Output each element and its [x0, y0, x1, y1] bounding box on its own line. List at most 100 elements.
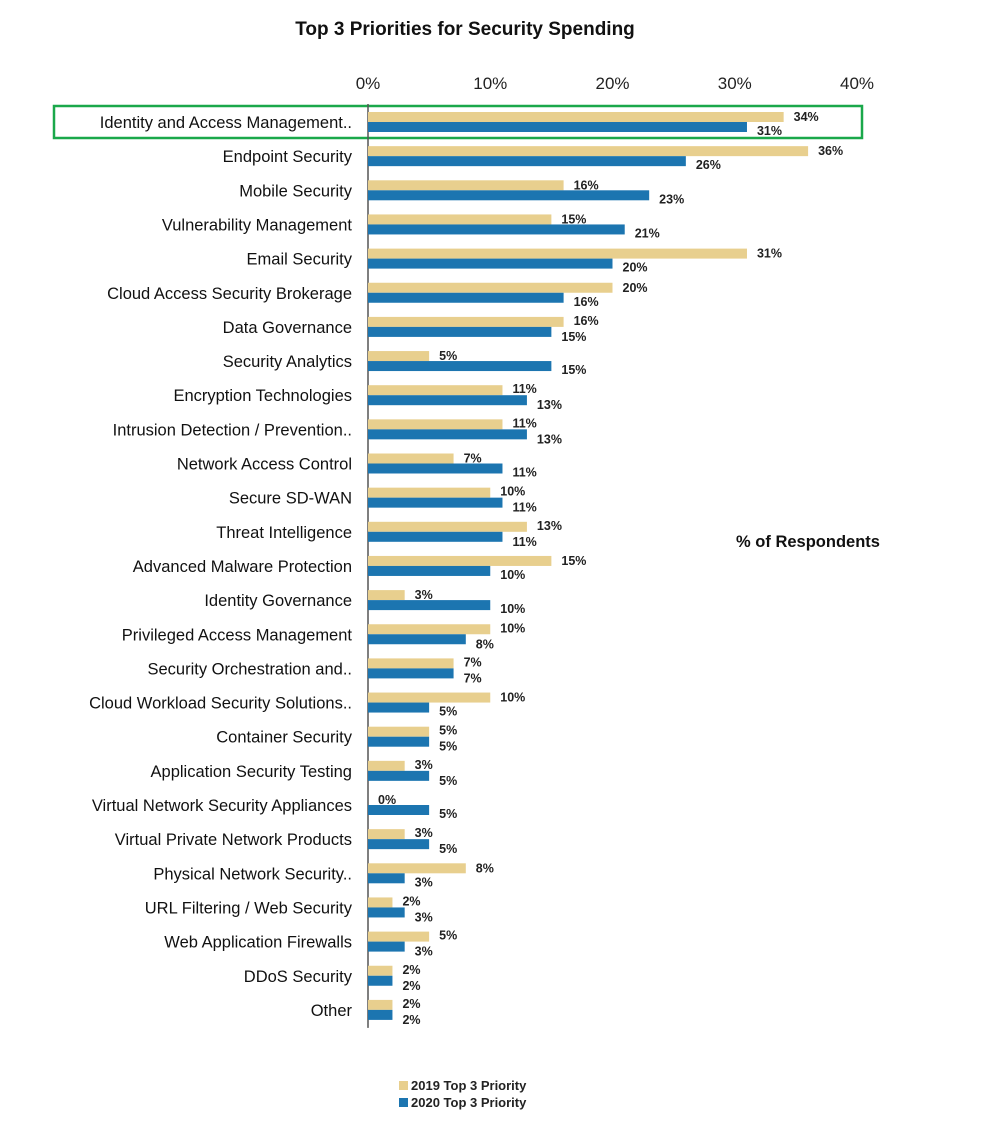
- bar-2019: [368, 385, 503, 396]
- bar-2020: [368, 702, 430, 713]
- bar-2020: [368, 907, 405, 918]
- data-label-2020: 8%: [476, 637, 494, 651]
- bar-2019: [368, 146, 809, 157]
- data-label-2019: 5%: [439, 724, 457, 738]
- category-label: Virtual Network Security Appliances: [92, 797, 352, 815]
- category-label: Email Security: [247, 251, 353, 269]
- bar-2019: [368, 351, 430, 362]
- bar-2020: [368, 770, 430, 781]
- bar-2020: [368, 497, 503, 508]
- bar-2019: [368, 931, 430, 942]
- category-label: Cloud Access Security Brokerage: [107, 285, 352, 303]
- data-label-2020: 10%: [500, 602, 525, 616]
- category-label: Encryption Technologies: [173, 387, 352, 405]
- legend-label: 2019 Top 3 Priority: [411, 1078, 527, 1093]
- bar-2020: [368, 326, 552, 337]
- category-label: Privileged Access Management: [122, 626, 353, 644]
- bar-2020: [368, 190, 650, 201]
- bar-2019: [368, 419, 503, 430]
- data-label-2019: 7%: [464, 452, 482, 466]
- bar-2020: [368, 258, 613, 269]
- data-label-2019: 15%: [561, 212, 586, 226]
- bar-2020: [368, 941, 405, 952]
- data-label-2020: 23%: [659, 192, 684, 206]
- data-label-2020: 5%: [439, 705, 457, 719]
- bar-2020: [368, 975, 393, 986]
- data-label-2019: 10%: [500, 691, 525, 705]
- data-label-2019: 10%: [500, 621, 525, 635]
- data-label-2020: 26%: [696, 158, 721, 172]
- category-label: Other: [311, 1002, 353, 1020]
- bar-2019: [368, 453, 454, 464]
- category-label: URL Filtering / Web Security: [145, 899, 353, 917]
- axis-annotation: % of Respondents: [736, 533, 880, 551]
- data-label-2020: 15%: [561, 330, 586, 344]
- category-label: Security Orchestration and..: [147, 660, 352, 678]
- x-tick-label: 10%: [473, 74, 507, 93]
- bar-2020: [368, 224, 625, 235]
- highlight-box: [52, 104, 864, 140]
- bar-2020: [368, 1009, 393, 1020]
- bar-2019: [368, 829, 405, 840]
- data-label-2019: 3%: [415, 588, 433, 602]
- data-label-2019: 11%: [512, 382, 536, 396]
- bar-2020: [368, 600, 491, 611]
- data-label-2019: 13%: [537, 519, 562, 533]
- data-label-2020: 2%: [402, 979, 420, 993]
- data-label-2020: 5%: [439, 740, 457, 754]
- bar-2020: [368, 565, 491, 576]
- data-label-2020: 5%: [439, 807, 457, 821]
- bar-2020: [368, 839, 430, 850]
- bar-2020: [368, 805, 430, 815]
- data-label-2020: 3%: [415, 945, 433, 959]
- data-label-2019: 36%: [818, 144, 843, 158]
- x-tick-label: 0%: [356, 74, 381, 93]
- bar-2019: [368, 521, 527, 532]
- bar-2020: [368, 531, 503, 542]
- bar-2020: [368, 736, 430, 747]
- data-label-2019: 2%: [402, 963, 420, 977]
- x-tick-label: 40%: [840, 74, 874, 93]
- category-label: Identity Governance: [204, 592, 352, 610]
- bar-2020: [368, 292, 564, 303]
- category-label: Advanced Malware Protection: [133, 558, 352, 576]
- data-label-2020: 5%: [439, 842, 457, 856]
- data-label-2020: 7%: [464, 671, 482, 685]
- bar-2019: [368, 624, 491, 635]
- bar-2020: [368, 463, 503, 474]
- category-label: Vulnerability Management: [162, 216, 353, 234]
- bar-2020: [368, 156, 686, 167]
- category-label: Cloud Workload Security Solutions..: [89, 695, 352, 713]
- x-tick-label: 30%: [718, 74, 752, 93]
- bar-2019: [368, 590, 405, 601]
- bar-2020: [368, 395, 527, 406]
- bar-2020: [368, 668, 454, 679]
- category-labels: Identity and Access Management.. Endpoint…: [89, 114, 353, 1020]
- category-label: Intrusion Detection / Prevention..: [113, 421, 352, 439]
- category-label: Secure SD-WAN: [229, 490, 352, 508]
- data-label-2019: 7%: [464, 655, 482, 669]
- bar-2019: [368, 112, 784, 122]
- category-label: Container Security: [216, 729, 352, 747]
- data-label-2019: 34%: [794, 110, 819, 124]
- legend-label: 2020 Top 3 Priority: [411, 1095, 527, 1110]
- chart-title: Top 3 Priorities for Security Spending: [295, 19, 635, 40]
- data-label-2020: 21%: [635, 226, 660, 240]
- data-label-2019: 10%: [500, 485, 525, 499]
- data-label-2019: 3%: [415, 758, 433, 772]
- data-label-2020: 10%: [500, 568, 525, 582]
- bar-2020: [368, 873, 405, 884]
- category-label: Mobile Security: [239, 182, 353, 200]
- data-labels: 34% 31% 36% 26% 16% 23% 15% 21% 31% 20% 20% 16% 16% 1…: [378, 110, 843, 1027]
- data-label-2019: 31%: [757, 247, 782, 261]
- bar-2019: [368, 555, 552, 566]
- data-label-2020: 13%: [537, 432, 562, 446]
- x-axis-ticks: 0% 10% 20% 30% 40%: [356, 74, 874, 93]
- bar-2019: [368, 316, 564, 327]
- data-label-2019: 16%: [574, 314, 599, 328]
- data-label-2019: 2%: [402, 894, 420, 908]
- data-label-2020: 16%: [574, 295, 599, 309]
- bar-2019: [368, 180, 564, 191]
